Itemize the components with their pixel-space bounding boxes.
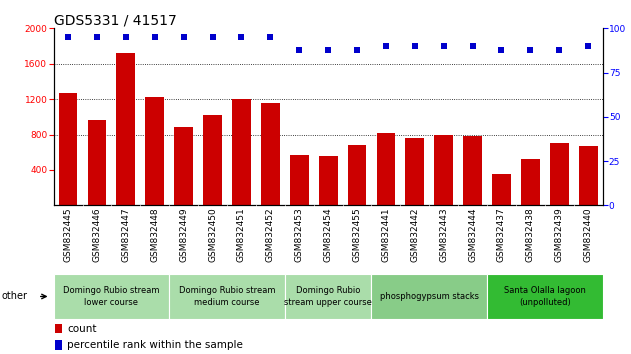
Point [381, 43, 391, 49]
Bar [203, 115, 222, 205]
Bar [55, 340, 62, 350]
Point [410, 43, 420, 49]
Text: other: other [1, 291, 27, 302]
Bar [169, 274, 285, 319]
Bar [88, 120, 107, 205]
Bar [174, 127, 193, 205]
Point [583, 43, 593, 49]
Text: Santa Olalla lagoon
(unpolluted): Santa Olalla lagoon (unpolluted) [504, 286, 586, 307]
Bar [550, 143, 569, 205]
Text: GSM832441: GSM832441 [381, 207, 391, 262]
Text: Domingo Rubio stream
lower course: Domingo Rubio stream lower course [63, 286, 160, 307]
Bar [232, 99, 251, 205]
Point [92, 34, 102, 40]
Text: GSM832440: GSM832440 [584, 207, 593, 262]
Text: GSM832444: GSM832444 [468, 207, 477, 262]
Bar [521, 159, 540, 205]
Text: GSM832452: GSM832452 [266, 207, 275, 262]
Text: GSM832446: GSM832446 [93, 207, 102, 262]
Bar [434, 135, 453, 205]
Point [323, 47, 333, 52]
Text: GSM832443: GSM832443 [439, 207, 448, 262]
Bar [55, 324, 62, 333]
Text: Domingo Rubio stream
medium course: Domingo Rubio stream medium course [179, 286, 275, 307]
Point [554, 47, 564, 52]
Bar [285, 274, 372, 319]
Bar [145, 97, 164, 205]
Text: GSM832447: GSM832447 [121, 207, 131, 262]
Text: percentile rank within the sample: percentile rank within the sample [68, 340, 243, 350]
Bar [463, 136, 482, 205]
Text: GSM832445: GSM832445 [64, 207, 73, 262]
Point [121, 34, 131, 40]
Text: GSM832439: GSM832439 [555, 207, 563, 262]
Text: GSM832437: GSM832437 [497, 207, 506, 262]
Point [237, 34, 247, 40]
Point [179, 34, 189, 40]
Text: GSM832448: GSM832448 [150, 207, 159, 262]
Text: count: count [68, 324, 97, 333]
Text: GSM832454: GSM832454 [324, 207, 333, 262]
Point [150, 34, 160, 40]
Text: GSM832453: GSM832453 [295, 207, 304, 262]
Text: Domingo Rubio
stream upper course: Domingo Rubio stream upper course [284, 286, 372, 307]
Text: GDS5331 / 41517: GDS5331 / 41517 [54, 13, 177, 27]
Bar [290, 155, 309, 205]
Point [294, 47, 304, 52]
Bar [54, 274, 169, 319]
Text: GSM832438: GSM832438 [526, 207, 535, 262]
Bar [319, 156, 338, 205]
Bar [59, 93, 78, 205]
Point [497, 47, 507, 52]
Point [352, 47, 362, 52]
Bar [372, 274, 487, 319]
Text: GSM832442: GSM832442 [410, 207, 419, 262]
Point [526, 47, 536, 52]
Bar [261, 103, 280, 205]
Bar [348, 145, 367, 205]
Text: GSM832451: GSM832451 [237, 207, 246, 262]
Bar [487, 274, 603, 319]
Text: phosphogypsum stacks: phosphogypsum stacks [380, 292, 479, 301]
Text: GSM832455: GSM832455 [353, 207, 362, 262]
Bar [377, 133, 395, 205]
Bar [117, 53, 135, 205]
Point [468, 43, 478, 49]
Point [439, 43, 449, 49]
Text: GSM832450: GSM832450 [208, 207, 217, 262]
Bar [492, 175, 511, 205]
Text: GSM832449: GSM832449 [179, 207, 188, 262]
Bar [579, 146, 598, 205]
Point [63, 34, 73, 40]
Point [265, 34, 275, 40]
Point [208, 34, 218, 40]
Bar [405, 138, 424, 205]
